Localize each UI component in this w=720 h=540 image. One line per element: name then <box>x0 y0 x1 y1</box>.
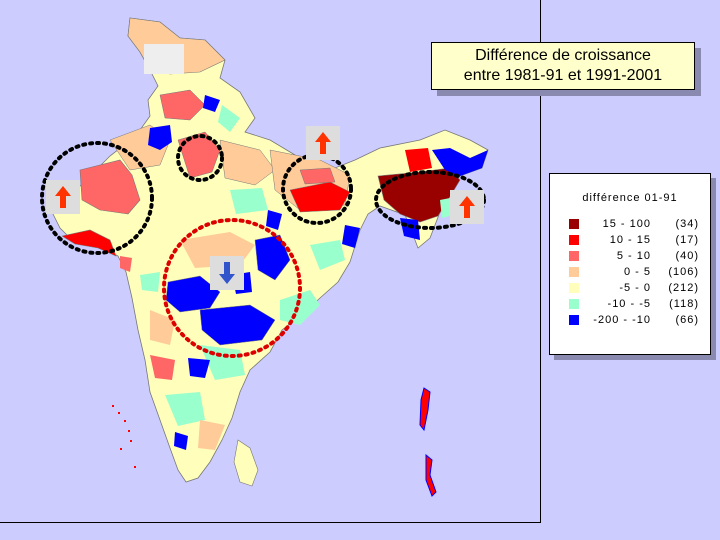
title-line-2: entre 1981-91 et 1991-2001 <box>463 67 663 84</box>
legend-swatch <box>569 283 579 293</box>
circle-delhi <box>176 134 224 182</box>
legend-swatch <box>569 251 579 261</box>
legend: différence 01-91 15 - 100 (34) 10 - 15 (17)… <box>549 173 711 355</box>
circle-centre <box>162 218 302 358</box>
map-title: Différence de croissance entre 1981-91 e… <box>431 42 695 90</box>
legend-range: 0 - 5 <box>623 266 651 278</box>
nicobar-islands <box>425 453 437 497</box>
up-arrow-west <box>46 180 80 214</box>
legend-row: 15 - 100 (34) <box>569 218 709 230</box>
legend-row: -10 - -5 (118) <box>569 298 709 310</box>
legend-row: 10 - 15 (17) <box>569 234 709 246</box>
legend-count: (40) <box>675 250 699 262</box>
legend-range: 5 - 10 <box>616 250 651 262</box>
legend-count: (106) <box>668 266 699 278</box>
region-central-blue <box>165 275 221 313</box>
legend-count: (17) <box>675 234 699 246</box>
legend-swatch <box>569 267 579 277</box>
legend-range: -10 - -5 <box>607 298 651 310</box>
hatched-area <box>144 44 184 74</box>
legend-range: -200 - -10 <box>593 314 651 326</box>
title-line-1: Différence de croissance <box>475 47 651 64</box>
legend-swatch <box>569 235 579 245</box>
legend-swatch <box>569 315 579 325</box>
region-rajasthan <box>79 159 141 215</box>
down-arrow-centre <box>210 256 244 290</box>
circle-west <box>40 141 154 255</box>
andaman-islands <box>419 387 431 432</box>
region-gujarat-red <box>61 229 117 257</box>
legend-count: (34) <box>675 218 699 230</box>
sri-lanka <box>233 439 259 487</box>
legend-count: (212) <box>668 282 699 294</box>
up-arrow-gangetic <box>306 126 340 160</box>
up-arrow-northeast <box>450 190 484 224</box>
legend-range: 15 - 100 <box>602 218 651 230</box>
legend-count: (118) <box>669 298 699 310</box>
legend-row: -5 - 0 (212) <box>569 282 709 294</box>
legend-range: 10 - 15 <box>609 234 651 246</box>
legend-count: (66) <box>675 314 699 326</box>
legend-swatch <box>569 299 579 309</box>
legend-title: différence 01-91 <box>582 192 678 204</box>
legend-range: -5 - 0 <box>619 282 651 294</box>
legend-swatch <box>569 219 579 229</box>
lakshadweep <box>112 405 136 468</box>
legend-row: 5 - 10 (40) <box>569 250 709 262</box>
legend-row: 0 - 5 (106) <box>569 266 709 278</box>
legend-row: -200 - -10 (66) <box>569 314 709 326</box>
india-map <box>40 17 489 497</box>
